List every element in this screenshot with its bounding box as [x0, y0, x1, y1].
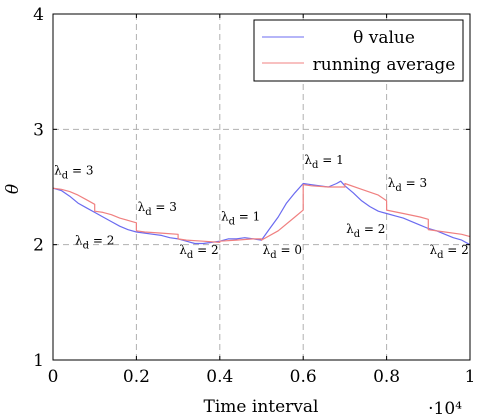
x-axis-scale-label: ·10⁴: [428, 399, 462, 419]
legend-box: [253, 19, 464, 82]
y-axis-title: θ: [3, 184, 23, 194]
y-tick-label-2: 3: [33, 120, 44, 140]
y-tick-label-1: 2: [33, 236, 44, 256]
annotation-label-5: λd = 0: [263, 243, 302, 261]
annotation-label-2: λd = 3: [138, 200, 177, 218]
annotation-label-9: λd = 2: [429, 243, 468, 261]
x-tick-label-3: 0.6: [290, 367, 317, 387]
series-line-theta: [52, 180, 471, 246]
annotation-label-0: λd = 3: [54, 163, 93, 181]
x-axis-title: Time interval: [204, 397, 319, 417]
x-tick-label-4: 0.8: [373, 367, 400, 387]
annotation-label-6: λd = 1: [304, 153, 343, 171]
y-tick-label-3: 4: [33, 5, 44, 25]
series-layer: [52, 180, 471, 246]
legend-label-theta: θ value: [353, 28, 415, 48]
legend: θ value running average: [253, 19, 464, 82]
annotations: λd = 3λd = 2λd = 3λd = 2λd = 1λd = 0λd =…: [54, 153, 469, 261]
annotation-label-4: λd = 1: [221, 209, 260, 227]
annotation-label-8: λd = 2: [346, 222, 385, 240]
x-tick-label-0: 0: [48, 367, 59, 387]
annotation-label-1: λd = 2: [75, 234, 114, 252]
x-tick-label-5: 1: [465, 367, 476, 387]
annotation-label-7: λd = 3: [388, 176, 427, 194]
plot-frame: [52, 13, 471, 361]
x-tick-label-1: 0.2: [123, 367, 150, 387]
series-line-running-average: [52, 182, 471, 243]
annotation-label-3: λd = 2: [179, 243, 218, 261]
ticks: 0 0.2 0.4 0.6 0.8 1 1 2 3 4: [33, 5, 475, 387]
legend-label-running-average: running average: [313, 55, 456, 75]
x-tick-label-2: 0.4: [206, 367, 233, 387]
y-tick-label-0: 1: [33, 351, 44, 371]
